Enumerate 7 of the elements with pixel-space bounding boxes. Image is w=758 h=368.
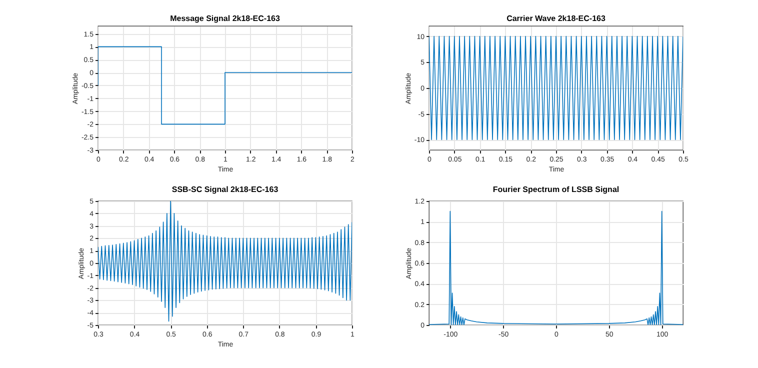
chart-title: SSB-SC Signal 2k18-EC-163 (172, 185, 279, 194)
chart-title: Message Signal 2k18-EC-163 (170, 14, 280, 23)
chart-title: Carrier Wave 2k18-EC-163 (506, 14, 606, 23)
line-series (98, 201, 352, 322)
line-series (429, 210, 683, 325)
line-series (98, 46, 352, 125)
chart-title: Fourier Spectrum of LSSB Signal (492, 185, 620, 194)
